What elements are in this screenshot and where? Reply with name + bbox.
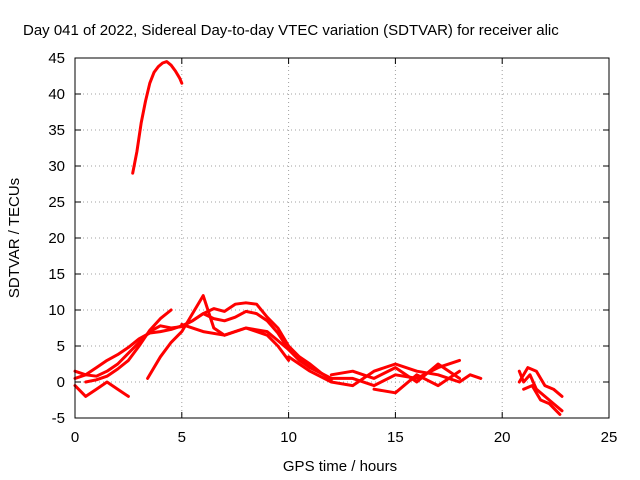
x-tick-label: 0 [71, 429, 79, 446]
y-tick-label: 5 [57, 338, 65, 355]
series-line-arc-l [522, 384, 562, 416]
series-line-arc-e [146, 294, 291, 380]
y-tick-label: 10 [48, 302, 65, 319]
x-tick-label: 20 [494, 429, 511, 446]
series-line-arc-d [84, 308, 173, 384]
y-tick-label: 40 [48, 86, 65, 103]
x-tick-label: 5 [178, 429, 186, 446]
y-tick-label: 25 [48, 194, 65, 211]
x-tick-label: 25 [601, 429, 618, 446]
y-axis: -5 0 5 10 15 20 25 30 35 40 45 [48, 50, 609, 427]
y-axis-label: SDTVAR / TECUs [6, 178, 23, 298]
series-line-arc-k [517, 366, 564, 398]
data-series [73, 60, 564, 416]
series-line-arc-c [73, 380, 130, 398]
series-line-arc-b [73, 309, 312, 378]
y-tick-label: 45 [48, 50, 65, 67]
chart-title: Day 041 of 2022, Sidereal Day-to-day VTE… [23, 22, 559, 39]
y-tick-label: 35 [48, 122, 65, 139]
series-line-arc-g [287, 355, 483, 388]
series-line-arc-i [372, 369, 461, 395]
x-tick-label: 15 [387, 429, 404, 446]
series-line-arc-j [517, 369, 564, 413]
y-tick-label: 30 [48, 158, 65, 175]
x-tick-label: 10 [280, 429, 297, 446]
y-tick-label: 15 [48, 266, 65, 283]
x-axis-label: GPS time / hours [283, 458, 397, 475]
series-line-arc-high [131, 60, 184, 175]
y-tick-label: -5 [52, 410, 65, 427]
series-line-arc-h [329, 362, 461, 384]
y-tick-label: 20 [48, 230, 65, 247]
x-axis: 0 5 10 15 20 25 [71, 58, 618, 446]
y-tick-label: 0 [57, 374, 65, 391]
